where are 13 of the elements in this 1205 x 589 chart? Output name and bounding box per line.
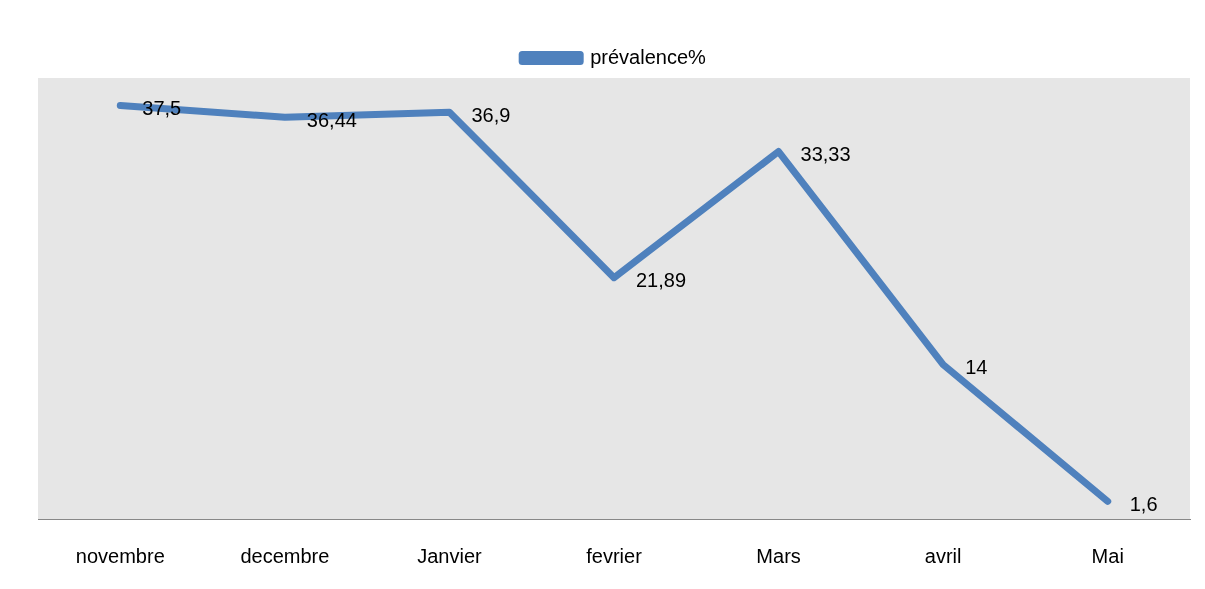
data-label: 36,9 — [471, 103, 511, 126]
data-label: 1,6 — [1129, 492, 1158, 515]
x-tick-label: decembre — [240, 544, 330, 567]
x-tick-label: novembre — [75, 544, 165, 567]
legend-label: prévalence% — [590, 45, 707, 68]
data-label: 14 — [965, 356, 988, 379]
x-tick-label: fevrier — [586, 544, 643, 567]
x-tick-label: Janvier — [417, 544, 482, 567]
x-tick-label: Mai — [1091, 544, 1124, 567]
data-label: 33,33 — [800, 143, 851, 166]
data-label: 21,89 — [636, 269, 687, 292]
x-tick-label: avril — [924, 544, 962, 567]
x-tick-label: Mars — [756, 544, 801, 567]
